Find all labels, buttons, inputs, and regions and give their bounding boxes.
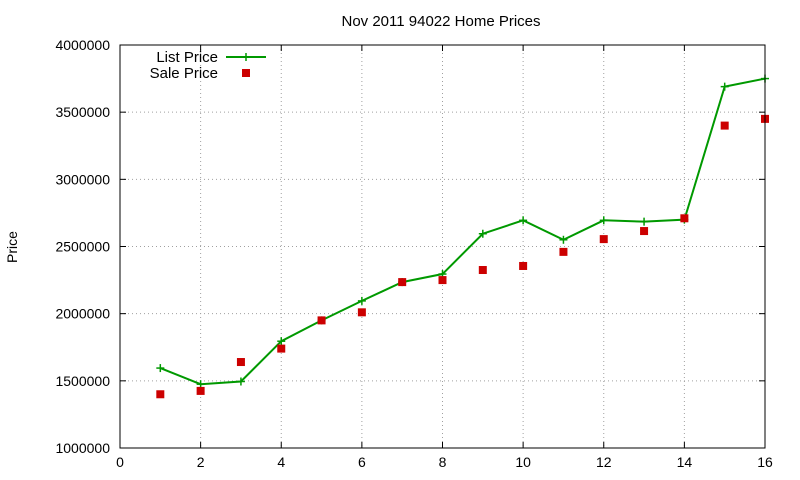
sale-price-point [519, 261, 528, 270]
chart-title: Nov 2011 94022 Home Prices [342, 13, 541, 30]
x-tick-label: 10 [515, 454, 531, 470]
sale-price-point [236, 358, 245, 367]
series-0 [156, 74, 769, 389]
y-tick-label: 2000000 [55, 306, 110, 322]
list-price-point [156, 364, 165, 373]
sale-price-point [478, 266, 487, 275]
sale-price-point [277, 344, 286, 353]
legend-square-swatch [242, 69, 250, 77]
x-tick-labels: 0 2 4 6 8 10 12 14 16 [116, 454, 773, 470]
grid [120, 45, 765, 448]
y-tick-label: 3000000 [55, 171, 110, 187]
list-price-point [478, 229, 487, 238]
y-tick-label: 1500000 [55, 373, 110, 389]
x-tick-label: 8 [439, 454, 447, 470]
list-price-point [357, 296, 366, 305]
sale-price-point [599, 235, 608, 244]
sale-price-point [559, 247, 568, 256]
y-tick-label: 4000000 [55, 37, 110, 53]
sale-price-point [317, 316, 326, 325]
x-tick-label: 16 [757, 454, 773, 470]
y-tick-label: 1000000 [55, 440, 110, 456]
legend-label: Sale Price [150, 65, 218, 82]
series-1 [156, 114, 769, 399]
sale-price-point [196, 386, 205, 395]
y-tick-labels: 1000000 1500000 2000000 2500000 3000000 35000… [55, 37, 110, 456]
list-price-point [599, 216, 608, 225]
y-tick-label: 3500000 [55, 104, 110, 120]
legend-label: List Price [156, 49, 218, 66]
sale-price-point [398, 278, 407, 287]
list-price-point [559, 235, 568, 244]
legend-plus-swatch [242, 53, 250, 61]
x-tick-label: 4 [277, 454, 285, 470]
y-axis-label: Price [4, 231, 20, 263]
sale-price-point [438, 276, 447, 285]
list-price-point [236, 377, 245, 386]
sale-price-point [720, 121, 729, 130]
list-price-point [196, 380, 205, 389]
list-price-point [277, 337, 286, 346]
list-price-point [720, 82, 729, 91]
plot-border [119, 44, 766, 449]
x-tick-label: 0 [116, 454, 124, 470]
x-tick-label: 2 [197, 454, 205, 470]
y-tick-label: 2500000 [55, 239, 110, 255]
sale-price-point [357, 308, 366, 317]
x-tick-label: 6 [358, 454, 366, 470]
list-price-point [519, 216, 528, 225]
list-price-line [159, 77, 766, 386]
series [156, 74, 769, 399]
sale-price-point [156, 390, 165, 399]
sale-price-point [680, 214, 689, 223]
x-tick-label: 14 [677, 454, 693, 470]
sale-price-point [640, 227, 649, 236]
x-tick-label: 12 [596, 454, 612, 470]
list-price-point [640, 217, 649, 226]
